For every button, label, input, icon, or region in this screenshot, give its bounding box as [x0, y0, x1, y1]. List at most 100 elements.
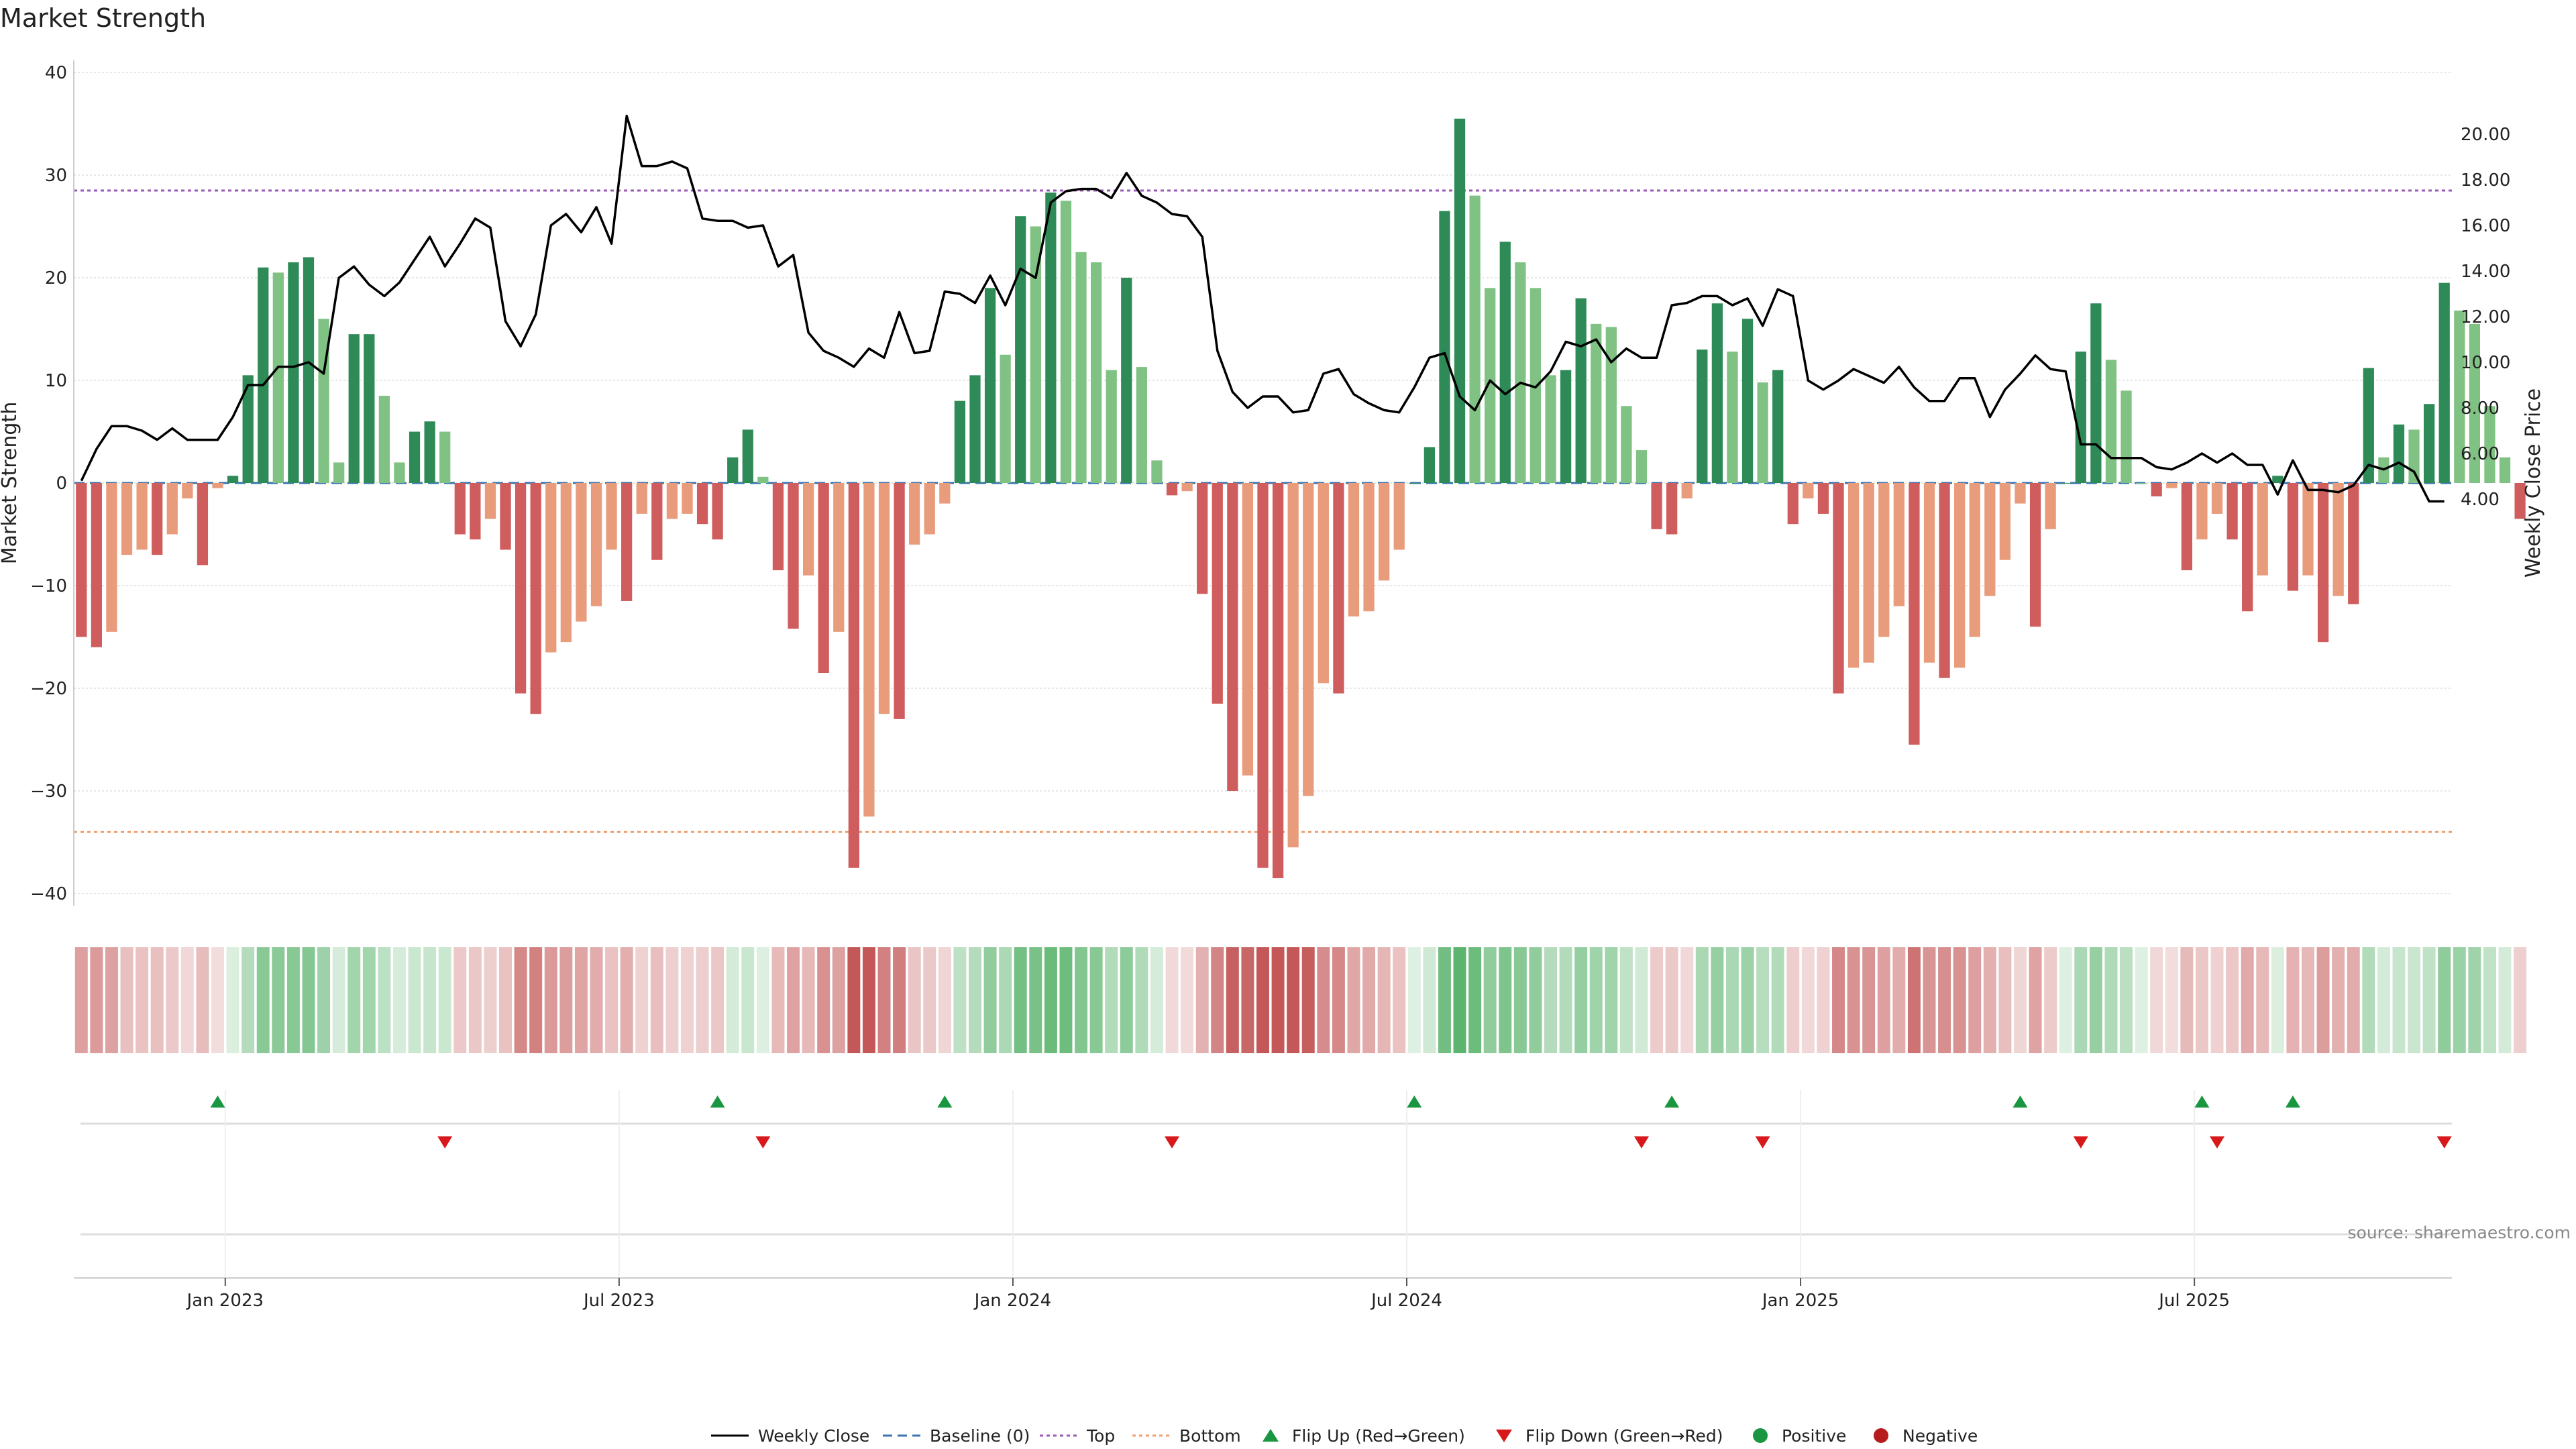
y2-tick-label: 14.00 [2461, 262, 2510, 282]
y-tick-label: −30 [30, 782, 67, 802]
heat-cell [1044, 947, 1057, 1053]
y-axis-label: Market Strength [0, 402, 21, 564]
strength-bar [1909, 483, 1920, 745]
legend-item: Flip Up (Red→Green) [1263, 1426, 1465, 1446]
legend-label: Negative [1902, 1426, 1978, 1446]
strength-bar [2408, 429, 2420, 483]
heat-cell [665, 947, 679, 1053]
heat-cell [620, 947, 633, 1053]
heat-cell [1983, 947, 1996, 1053]
strength-bar [1757, 382, 1768, 483]
strength-bar [909, 483, 920, 545]
heat-cell [1786, 947, 1800, 1053]
heat-cell [2347, 947, 2360, 1053]
strength-bar [1379, 483, 1390, 581]
strength-bar [1439, 211, 1450, 483]
heat-cell [120, 947, 133, 1053]
strength-bar [742, 429, 753, 483]
legend-swatch [1496, 1430, 1512, 1442]
heat-cell [150, 947, 164, 1053]
strength-bar [1863, 483, 1874, 663]
strength-bar [1575, 298, 1587, 483]
strength-bar [197, 483, 209, 566]
heat-cell [1453, 947, 1466, 1053]
heat-cell [2135, 947, 2148, 1053]
heat-cell [559, 947, 573, 1053]
flip-down-marker [2210, 1136, 2225, 1148]
strength-bar [272, 272, 284, 483]
strength-bar [152, 483, 163, 555]
heat-cell [1271, 947, 1285, 1053]
strength-bar [818, 483, 829, 674]
strength-bar [2272, 476, 2284, 483]
heat-cell [180, 947, 194, 1053]
y2-axis-label: Weekly Close Price [2522, 388, 2545, 578]
heat-cell [2195, 947, 2208, 1053]
heat-cell [2362, 947, 2375, 1053]
strength-bar [833, 483, 845, 632]
strength-bar [2363, 368, 2374, 483]
heat-cell [453, 947, 467, 1053]
strength-bar [696, 483, 708, 525]
heat-cell [1635, 947, 1648, 1053]
x-tick-label: Jan 2024 [973, 1291, 1052, 1311]
strength-bar [1121, 278, 1132, 483]
strength-bar [106, 483, 117, 632]
heat-cell [2438, 947, 2451, 1053]
strength-bar [1454, 118, 1466, 484]
strength-bar [1045, 193, 1057, 483]
strength-bar [878, 483, 890, 714]
strength-bar [545, 483, 557, 653]
strength-bar [333, 462, 345, 483]
strength-bar [576, 483, 587, 622]
heat-cell [605, 947, 619, 1053]
heat-cell [1075, 947, 1088, 1053]
strength-bar [788, 483, 799, 629]
strength-bar [1030, 226, 1041, 483]
strength-heat-strip [74, 947, 2527, 1053]
flip-up-marker [1664, 1095, 1680, 1108]
heat-cell [2074, 947, 2088, 1053]
heat-cell [1499, 947, 1512, 1053]
strength-bar [1015, 216, 1026, 483]
strength-bar [1060, 201, 1072, 483]
heat-cell [1407, 947, 1421, 1053]
heat-cell [1968, 947, 1982, 1053]
weekly-close-line [80, 115, 2445, 503]
heat-cell [241, 947, 255, 1053]
strength-bar [2348, 483, 2359, 604]
strength-bar [2029, 483, 2041, 627]
heat-cell [2377, 947, 2390, 1053]
heat-cell [1211, 947, 1224, 1053]
strength-bar [1787, 483, 1799, 525]
strength-bar [2060, 483, 2072, 484]
y-tick-label: 0 [56, 474, 67, 494]
strength-bar [924, 483, 935, 535]
heat-cell [1574, 947, 1588, 1053]
strength-bar [1711, 303, 1723, 483]
heat-cell [983, 947, 997, 1053]
strength-bar [1075, 252, 1087, 483]
heat-cell [2210, 947, 2224, 1053]
heat-cell [1256, 947, 1269, 1053]
heat-cell [1619, 947, 1633, 1053]
strength-bar [348, 334, 360, 483]
heat-cell [1468, 947, 1482, 1053]
strength-bar [454, 483, 466, 535]
heat-cell [1301, 947, 1315, 1053]
heat-cell [332, 947, 345, 1053]
heat-cell [1741, 947, 1754, 1053]
strength-bar [1303, 483, 1314, 796]
strength-bar [2166, 483, 2178, 488]
heat-cell [1559, 947, 1572, 1053]
heat-cell [1195, 947, 1209, 1053]
strength-bar [288, 262, 299, 483]
strength-bar [364, 334, 375, 483]
heat-cell [696, 947, 709, 1053]
strength-bar [1242, 483, 1254, 776]
heat-cell [1695, 947, 1709, 1053]
heat-cell [196, 947, 209, 1053]
strength-bar [1136, 367, 1147, 483]
strength-bar [91, 483, 102, 647]
heat-cell [1529, 947, 1542, 1053]
